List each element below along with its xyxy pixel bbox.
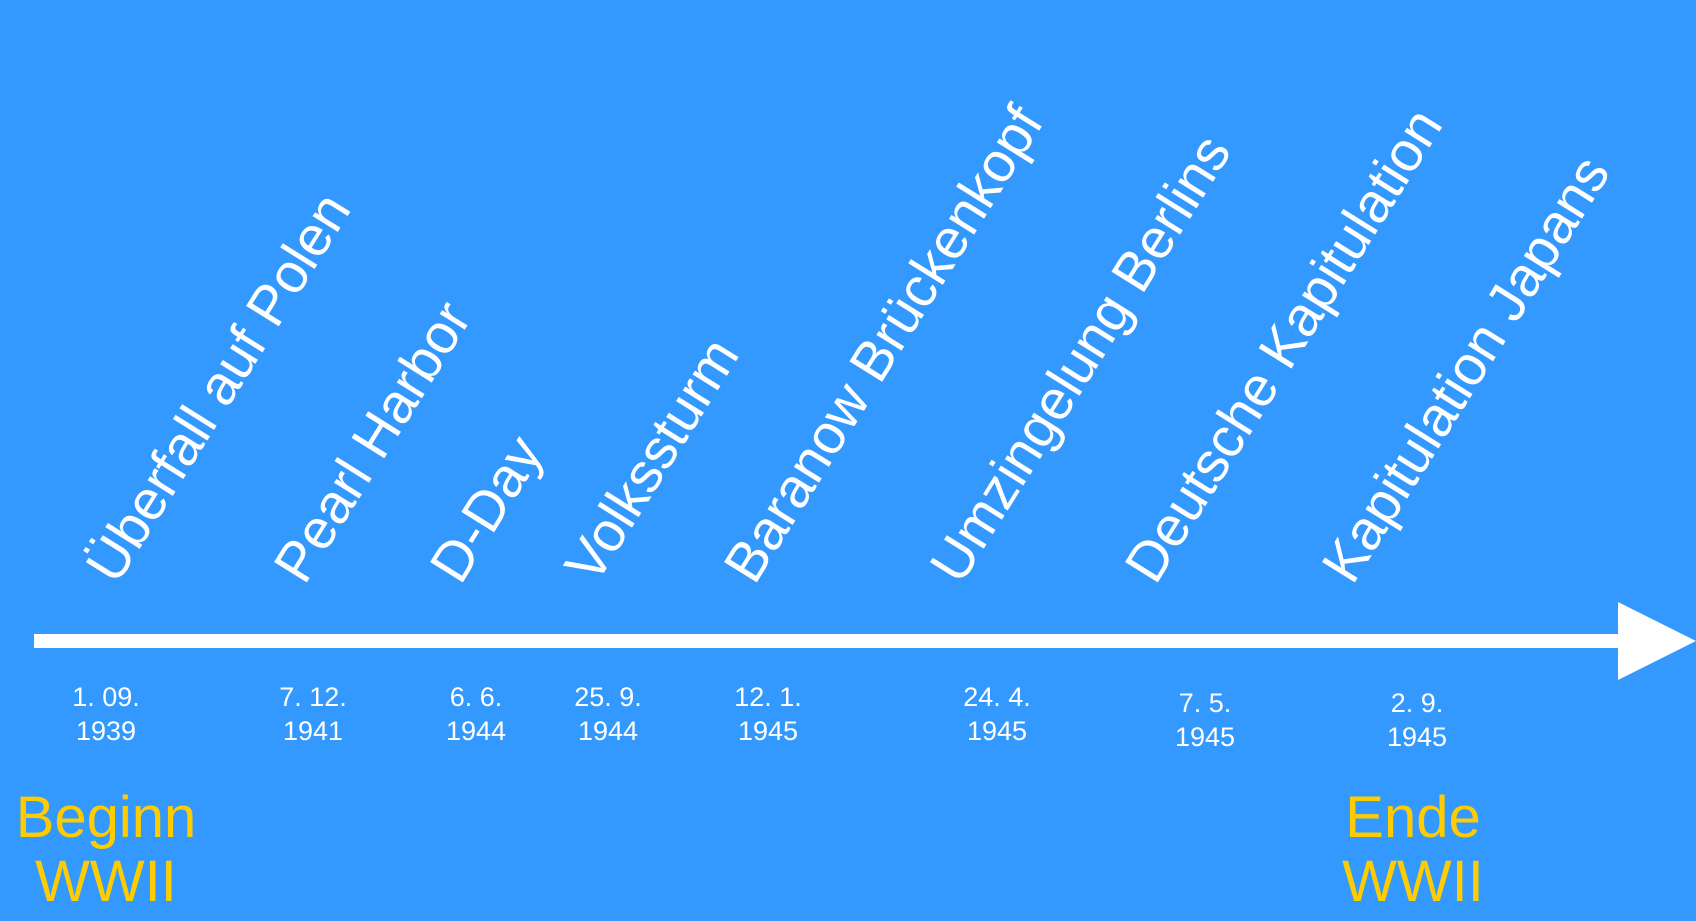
event-date: 25. 9. 1944 xyxy=(553,680,663,749)
end-marker-line2: WWII xyxy=(1342,848,1484,914)
event-date-day: 1. 09. xyxy=(72,682,140,712)
event-date-year: 1945 xyxy=(1386,722,1448,753)
timeline-axis xyxy=(34,634,1626,648)
event-date-year: 1939 xyxy=(75,716,137,747)
event-date-day: 7. 12. xyxy=(279,682,347,712)
event-date-day: 7. 5. xyxy=(1178,688,1232,718)
event-date-day: 2. 9. xyxy=(1390,688,1444,718)
event-date-year: 1941 xyxy=(282,716,344,747)
event-date: 7. 12. 1941 xyxy=(258,680,368,749)
event-date-year: 1945 xyxy=(966,716,1028,747)
timeline-arrowhead-icon xyxy=(1618,602,1696,680)
event-date: 7. 5. 1945 xyxy=(1150,686,1260,755)
event-date-day: 12. 1. xyxy=(734,682,802,712)
start-marker-line2: WWII xyxy=(35,848,177,914)
event-date: 2. 9. 1945 xyxy=(1362,686,1472,755)
event-date-year: 1945 xyxy=(1174,722,1236,753)
event-date: 12. 1. 1945 xyxy=(713,680,823,749)
event-date-year: 1945 xyxy=(737,716,799,747)
event-date-year: 1944 xyxy=(445,716,507,747)
event-label-d-day: D-Day xyxy=(417,424,555,593)
event-date-day: 6. 6. xyxy=(449,682,503,712)
event-date-day: 24. 4. xyxy=(963,682,1031,712)
event-date-year: 1944 xyxy=(577,716,639,747)
end-marker: Ende WWII xyxy=(1283,786,1543,914)
start-marker-line1: Beginn xyxy=(15,785,197,850)
event-date: 1. 09. 1939 xyxy=(51,680,161,749)
event-date: 6. 6. 1944 xyxy=(421,680,531,749)
event-date: 24. 4. 1945 xyxy=(942,680,1052,749)
event-date-day: 25. 9. xyxy=(574,682,642,712)
end-marker-line1: Ende xyxy=(1345,785,1481,850)
start-marker: Beginn WWII xyxy=(0,786,236,914)
